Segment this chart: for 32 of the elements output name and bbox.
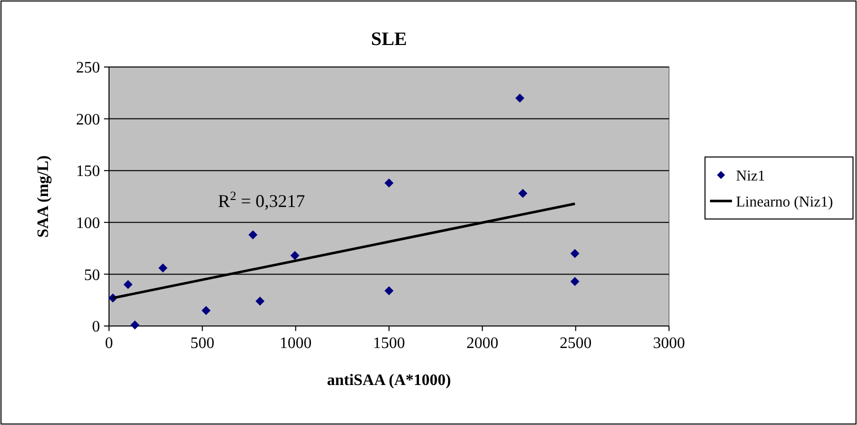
- point: [256, 296, 265, 306]
- y-tick-label: 0: [92, 318, 100, 336]
- point: [570, 248, 580, 258]
- point: [248, 230, 258, 240]
- x-tick-label: 1500: [373, 335, 405, 352]
- legend-label: Niz1: [736, 168, 766, 184]
- y-tick-label: 200: [76, 111, 100, 128]
- x-tick-label: 3000: [653, 335, 685, 352]
- x-tick-label: 0: [105, 335, 113, 352]
- y-tick-label: 150: [76, 163, 100, 180]
- x-axis-title: antiSAA (A*1000): [326, 372, 452, 389]
- annotation: R$^{2}$ = 0,3217: [218, 189, 305, 211]
- chart-title: SLE: [371, 29, 407, 50]
- point: [202, 306, 211, 315]
- y-axis-title: SAA (mg/L): [35, 155, 52, 238]
- y-tick-label: 250: [76, 60, 100, 77]
- point: [384, 286, 394, 296]
- point: [158, 263, 168, 272]
- legend-label: Linearno (Niz1): [736, 194, 834, 210]
- point: [570, 276, 580, 286]
- x-tick-label: 2000: [466, 335, 498, 352]
- point: [124, 280, 133, 290]
- point: [515, 94, 524, 103]
- point: [384, 178, 394, 188]
- point: [130, 320, 140, 330]
- x-tick-label: 2500: [560, 335, 592, 352]
- y-tick-label: 50: [84, 266, 100, 284]
- point: [290, 251, 300, 260]
- y-tick-label: 100: [76, 215, 100, 232]
- x-tick-label: 500: [190, 335, 214, 352]
- x-tick-label: 1000: [280, 335, 312, 352]
- point: [518, 188, 528, 198]
